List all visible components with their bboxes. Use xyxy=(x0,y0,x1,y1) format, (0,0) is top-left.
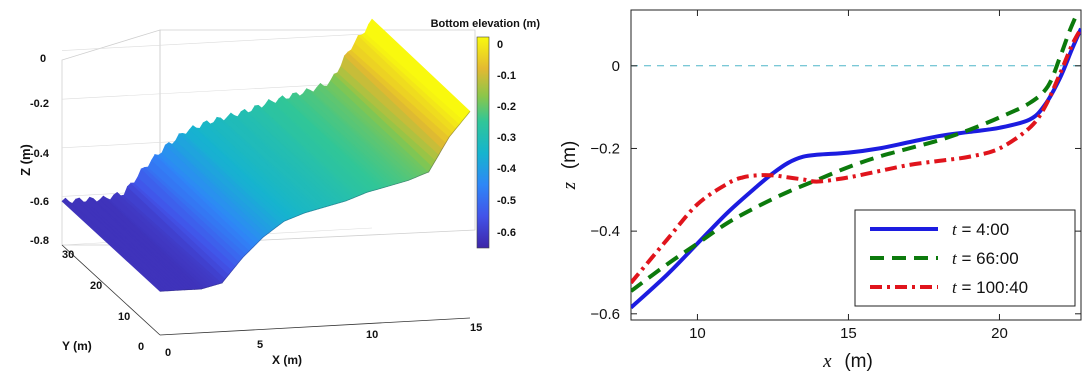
colorbar-tick: 0 xyxy=(497,39,503,51)
x-axis-symbol: x xyxy=(822,351,832,372)
y-tick-label: 0 xyxy=(612,58,620,75)
z-tick: -0.2 xyxy=(30,98,49,110)
z-tick: -0.8 xyxy=(30,235,49,247)
x-axis-label: x (m) xyxy=(822,351,873,372)
colorbar-tick: -0.3 xyxy=(497,132,516,144)
y-tick: 20 xyxy=(90,280,102,292)
y-axis-label: z (m) xyxy=(559,141,580,191)
series-line-1 xyxy=(631,17,1077,293)
z-tick: -0.4 xyxy=(30,148,50,160)
legend-label-series-2: t = 100:40 xyxy=(952,278,1028,297)
colorbar xyxy=(476,36,490,249)
colorbar-tick: -0.6 xyxy=(497,227,516,239)
floor-edge-x xyxy=(159,317,471,336)
z-tick: -0.6 xyxy=(30,196,49,208)
plot-series xyxy=(631,17,1081,310)
legend-text: = 4:00 xyxy=(957,220,1009,239)
colorbar-ticks: 0 -0.1 -0.2 -0.3 -0.4 -0.5 -0.6 xyxy=(497,39,517,239)
legend-label-series-1: t = 66:00 xyxy=(952,249,1019,268)
profile-plot: 0 −0.2 −0.4 −0.6 10 15 20 x (m) z (m) t … xyxy=(559,9,1082,372)
legend-symbol: t xyxy=(952,249,958,268)
legend: t = 4:00 t = 66:00 t = 100:40 xyxy=(854,209,1076,307)
legend-symbol: t xyxy=(952,220,958,239)
colorbar-tick: -0.4 xyxy=(497,163,517,175)
y-axis-label: Y (m) xyxy=(62,339,92,353)
surface-plot: Z (m) 0 -0.2 -0.4 -0.6 -0.8 Y (m) 30 20 … xyxy=(18,18,540,367)
surface-front-edge xyxy=(159,111,471,292)
colorbar-tick: -0.2 xyxy=(497,101,516,113)
y-tick-label: −0.4 xyxy=(590,223,620,240)
colorbar-tick: -0.5 xyxy=(497,195,516,207)
elevation-surface xyxy=(61,18,471,292)
z-axis-label: Z (m) xyxy=(18,144,33,176)
grid-line xyxy=(61,33,373,51)
x-tick-label: 20 xyxy=(991,325,1008,342)
legend-text: = 100:40 xyxy=(957,278,1028,297)
x-axis-unit: (m) xyxy=(844,351,872,372)
x-tick: 5 xyxy=(257,339,263,351)
x-tick: 0 xyxy=(165,347,171,359)
plot-frame xyxy=(630,9,1082,321)
legend-box xyxy=(854,209,1076,307)
y-axis-symbol: z xyxy=(559,181,580,190)
y-tick: 10 xyxy=(118,311,130,323)
x-tick: 15 xyxy=(470,322,482,334)
floor-edge-y xyxy=(61,244,161,336)
legend-label-series-0: t = 4:00 xyxy=(952,220,1009,239)
y-tick-label: −0.2 xyxy=(590,140,620,157)
x-tick-label: 10 xyxy=(689,325,706,342)
x-tick-label: 15 xyxy=(840,325,857,342)
x-axis-label: X (m) xyxy=(272,353,302,367)
y-tick-label: −0.6 xyxy=(590,306,620,323)
y-axis-unit: (m) xyxy=(559,141,580,169)
y-tick: 30 xyxy=(62,249,74,261)
legend-text: = 66:00 xyxy=(957,249,1019,268)
plot-ticks xyxy=(631,10,1081,320)
x-tick: 10 xyxy=(366,329,378,341)
surface-strip xyxy=(368,18,471,117)
z-tick: 0 xyxy=(40,53,46,65)
y-tick: 0 xyxy=(138,341,144,353)
colorbar-tick: -0.1 xyxy=(497,70,516,82)
legend-symbol: t xyxy=(952,278,958,297)
colorbar-title: Bottom elevation (m) xyxy=(431,18,541,30)
